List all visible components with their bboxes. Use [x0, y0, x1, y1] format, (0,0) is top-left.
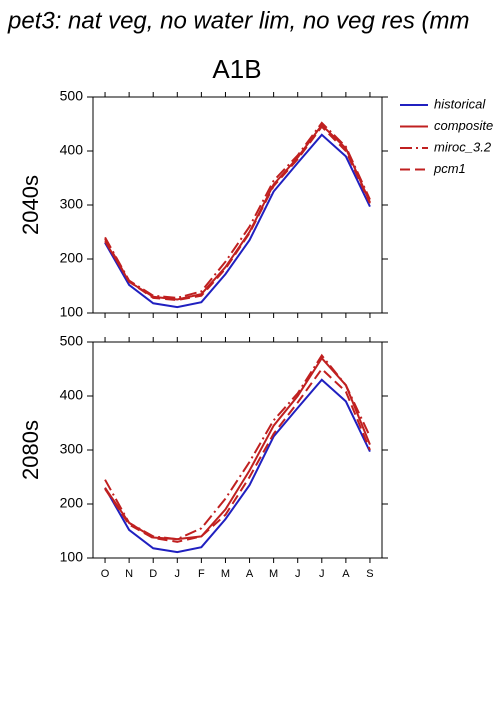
- y-axis-label: 2080s: [18, 420, 43, 480]
- series-line: [104, 133, 371, 309]
- x-tick-label: S: [366, 568, 373, 580]
- y-tick-label: 500: [60, 333, 84, 349]
- series-line: [104, 125, 371, 302]
- x-tick-label: M: [221, 568, 230, 580]
- y-tick-label: 200: [60, 495, 84, 511]
- y-tick-label: 400: [60, 387, 84, 403]
- legend-label: miroc_3.2: [434, 139, 492, 154]
- x-tick-label: D: [149, 568, 157, 580]
- series-line: [104, 367, 371, 543]
- x-tick-label: A: [246, 568, 254, 580]
- legend-label: historical: [434, 96, 486, 111]
- series-line: [104, 378, 371, 554]
- x-tick-label: J: [295, 568, 301, 580]
- y-tick-label: 500: [60, 88, 84, 104]
- series-line: [104, 123, 371, 301]
- y-tick-label: 300: [60, 196, 84, 212]
- plot-frame: [92, 96, 383, 314]
- y-tick-label: 300: [60, 441, 84, 457]
- y-tick-label: 100: [60, 549, 84, 565]
- y-tick-label: 100: [60, 304, 84, 320]
- series-line: [104, 356, 371, 541]
- plot-frame: [92, 341, 383, 559]
- legend-label: composite: [434, 118, 493, 133]
- chart-title: pet3: nat veg, no water lim, no veg res …: [7, 7, 470, 34]
- x-tick-label: A: [342, 568, 350, 580]
- series-line: [104, 353, 371, 541]
- x-tick-label: M: [269, 568, 278, 580]
- x-tick-label: N: [125, 568, 133, 580]
- legend-label: pcm1: [433, 161, 466, 176]
- y-tick-label: 400: [60, 142, 84, 158]
- x-tick-label: J: [319, 568, 325, 580]
- chart-subtitle: A1B: [212, 54, 261, 84]
- y-axis-label: 2040s: [18, 175, 43, 235]
- series-line: [104, 121, 371, 299]
- x-tick-label: O: [101, 568, 110, 580]
- x-tick-label: F: [198, 568, 205, 580]
- y-tick-label: 200: [60, 250, 84, 266]
- x-tick-label: J: [175, 568, 181, 580]
